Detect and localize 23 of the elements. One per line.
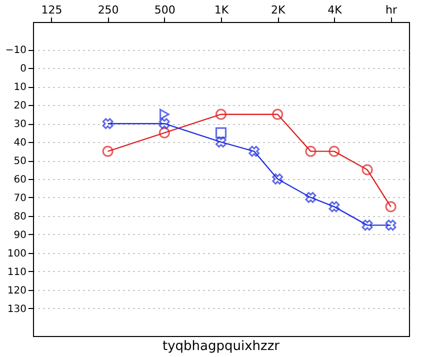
x-axis-title: tyqbhagpquixhzzr [162, 339, 280, 354]
y-tick-label: 110 [7, 266, 26, 278]
y-tick-label: 130 [7, 304, 26, 315]
y-tick-label: 70 [14, 192, 26, 204]
y-tick-label: 80 [14, 211, 26, 222]
y-tick-label: 10 [14, 82, 26, 94]
y-tick-label: 30 [14, 119, 26, 130]
y-tick-label: 120 [7, 285, 26, 296]
x-tick-label: 2K [270, 4, 286, 16]
x-tick-label: 500 [154, 4, 176, 16]
y-tick-label: 90 [14, 230, 26, 241]
y-tick-label: 0 [20, 64, 26, 75]
x-tick-label: hr [386, 4, 398, 16]
y-tick-label: 60 [14, 174, 26, 186]
y-tick-label: 100 [7, 248, 26, 260]
x-tick-label: 125 [41, 4, 62, 16]
y-tick-label: 40 [14, 138, 26, 149]
y-tick-label: 20 [14, 100, 26, 112]
x-tick-label: 1K [214, 4, 230, 16]
x-tick-label: 250 [98, 4, 119, 16]
x-tick-label: 4K [328, 4, 343, 16]
y-tick-label: −10 [5, 45, 26, 56]
y-tick-label: 50 [14, 156, 26, 168]
